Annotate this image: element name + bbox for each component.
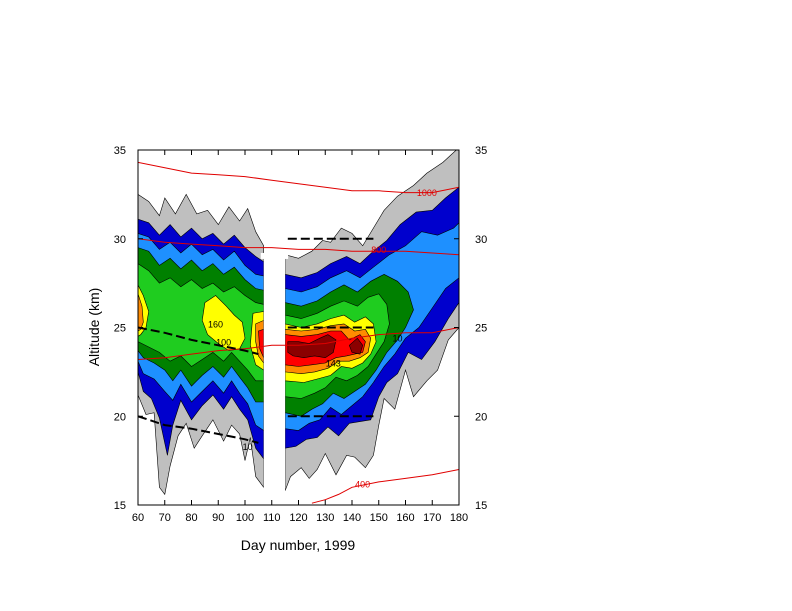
x-tick-label: 130 [316, 512, 334, 524]
contour-label: 143 [326, 359, 341, 369]
isentrope-line-600 [138, 327, 459, 360]
data-gap-cap [260, 252, 289, 259]
x-tick-label: 160 [396, 512, 414, 524]
dashed-line [138, 326, 259, 356]
x-tick-label: 140 [343, 512, 361, 524]
contour-label: 800 [371, 245, 386, 255]
x-tick-label: 170 [423, 512, 441, 524]
y-tick-label-right: 30 [475, 234, 487, 246]
contour-fill-bands [138, 150, 459, 496]
dashed-line [138, 415, 259, 444]
y-tick-label-right: 25 [475, 323, 487, 335]
contour-label-group: 160 100 143 10 10 1000 800 400 [208, 188, 437, 489]
y-axis-left: 15 20 25 30 35 [114, 145, 143, 512]
x-tick-label: 120 [289, 512, 307, 524]
y-tick-label: 35 [114, 145, 126, 157]
contour-band-level-5 [138, 263, 264, 382]
contour-band-level-6 [201, 295, 246, 351]
y-axis-right: 15 20 25 30 35 [454, 145, 487, 512]
y-tick-label: 20 [114, 411, 126, 423]
contour-label: 10 [392, 334, 402, 344]
isentrope-line-400 [311, 469, 459, 504]
x-axis-title: Day number, 1999 [241, 537, 356, 553]
y-tick-label-right: 20 [475, 411, 487, 423]
x-tick-label: 110 [263, 512, 281, 524]
y-tick-label-right: 15 [475, 500, 487, 512]
contour-band-level-9 [348, 337, 364, 355]
isentrope-line-800 [138, 238, 459, 256]
x-tick-label: 100 [236, 512, 254, 524]
y-tick-label: 30 [114, 234, 126, 246]
y-axis-title: Altitude (km) [86, 288, 102, 367]
contour-label: 100 [216, 337, 231, 347]
y-tick-label: 15 [114, 500, 126, 512]
x-tick-label: 80 [185, 512, 197, 524]
contour-band-level-7 [138, 293, 144, 332]
x-tick-label: 90 [212, 512, 224, 524]
contour-band-level-8 [258, 328, 264, 358]
y-tick-label-right: 35 [475, 145, 487, 157]
contour-label: 10 [243, 442, 253, 452]
x-tick-label: 180 [450, 512, 468, 524]
isentrope-lines [138, 161, 459, 504]
contour-label: 160 [208, 320, 223, 330]
dashed-reference-lines [138, 237, 374, 444]
contour-label: 400 [355, 479, 370, 489]
data-gap-region [263, 256, 286, 505]
contour-band-level-9 [287, 334, 337, 359]
isentrope-line-1000 [138, 161, 459, 194]
x-axis: 60 70 80 90 100 110 120 130 140 150 160 170 180 [132, 150, 468, 524]
y-tick-label: 25 [114, 323, 126, 335]
x-tick-label: 70 [159, 512, 171, 524]
contour-label: 1000 [417, 188, 437, 198]
x-tick-label: 60 [132, 512, 144, 524]
x-tick-label: 150 [370, 512, 388, 524]
